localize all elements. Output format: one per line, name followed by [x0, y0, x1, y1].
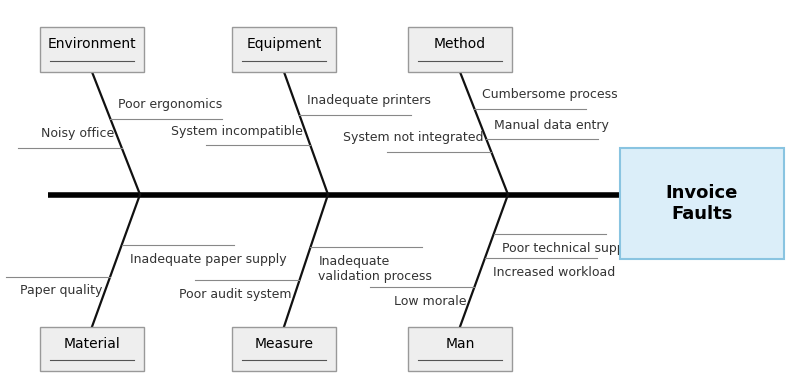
Text: Cumbersome process: Cumbersome process: [482, 88, 618, 101]
Text: Environment: Environment: [48, 37, 136, 51]
Text: Poor ergonomics: Poor ergonomics: [118, 98, 222, 111]
Text: Invoice
Faults: Invoice Faults: [666, 184, 738, 223]
Text: System not integrated: System not integrated: [342, 131, 483, 144]
FancyBboxPatch shape: [40, 327, 144, 371]
Text: Poor technical support: Poor technical support: [502, 242, 642, 255]
FancyBboxPatch shape: [232, 27, 336, 72]
Text: Low morale: Low morale: [394, 295, 466, 308]
FancyBboxPatch shape: [620, 148, 784, 259]
Text: Manual data entry: Manual data entry: [494, 119, 610, 131]
Text: Inadequate printers: Inadequate printers: [307, 94, 431, 107]
Text: Poor audit system: Poor audit system: [179, 288, 291, 301]
Text: Inadequate paper supply: Inadequate paper supply: [130, 252, 286, 266]
Text: Man: Man: [446, 337, 474, 351]
Text: Noisy office: Noisy office: [41, 127, 114, 140]
Text: Material: Material: [64, 337, 120, 351]
FancyBboxPatch shape: [232, 327, 336, 371]
FancyBboxPatch shape: [408, 27, 512, 72]
Text: Paper quality: Paper quality: [20, 284, 102, 297]
Text: Equipment: Equipment: [246, 37, 322, 51]
Text: Method: Method: [434, 37, 486, 51]
FancyBboxPatch shape: [408, 327, 512, 371]
Text: Measure: Measure: [254, 337, 314, 351]
Text: System incompatible: System incompatible: [170, 125, 302, 138]
Text: Inadequate
validation process: Inadequate validation process: [318, 255, 432, 283]
Text: Increased workload: Increased workload: [493, 266, 615, 279]
FancyBboxPatch shape: [40, 27, 144, 72]
